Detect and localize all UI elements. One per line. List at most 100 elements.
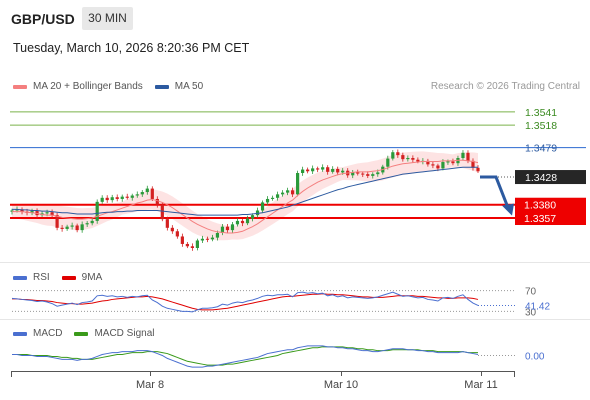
candle-body — [291, 190, 295, 195]
rsi-level-label: 30 — [525, 307, 537, 318]
candle-body — [160, 204, 164, 220]
candle-body — [426, 160, 430, 165]
candle-body — [301, 169, 305, 173]
legend-swatch — [13, 331, 27, 336]
candle-body — [205, 238, 210, 240]
macd-legend: MACD MACD Signal — [13, 328, 166, 339]
candle-body — [225, 226, 230, 231]
credit-text: Research © 2026 Trading Central — [430, 81, 580, 92]
candle-body — [371, 174, 375, 176]
rsi-last-label: 41.42 — [525, 301, 550, 312]
candle-body — [230, 224, 235, 231]
datetime-label: Tuesday, March 10, 2026 8:20:36 PM CET — [13, 41, 250, 55]
candle-body — [185, 243, 189, 247]
legend-swatch — [13, 275, 27, 280]
candle-body — [85, 223, 89, 225]
last-price-box — [515, 170, 586, 185]
candle-body — [190, 246, 194, 248]
candle-body — [240, 220, 245, 224]
candle-body — [255, 210, 260, 216]
candle-body — [170, 227, 174, 232]
candle-body — [140, 192, 144, 195]
candle-body — [311, 168, 315, 172]
candle-body — [306, 169, 310, 172]
candle-body — [30, 211, 34, 213]
candle-body — [386, 158, 390, 167]
candle-body — [210, 237, 215, 240]
candle-body — [265, 198, 270, 203]
candle-body — [316, 168, 320, 170]
candle-body — [130, 195, 134, 198]
rsi-legend: RSI 9MA — [13, 272, 114, 283]
candle-body — [296, 173, 300, 195]
legend-swatch — [74, 331, 89, 336]
candle-body — [75, 225, 79, 231]
candle-body — [260, 202, 265, 211]
candle-body — [471, 160, 475, 168]
candle-body — [60, 227, 64, 229]
rsi-line — [11, 291, 479, 313]
macd-line — [12, 345, 479, 368]
candle-body — [110, 197, 114, 201]
last-price-label: 1.3428 — [525, 172, 557, 184]
candle-body — [245, 218, 250, 224]
legend-label: 9MA — [81, 272, 103, 283]
main-legend: MA 20 + Bollinger Bands MA 50 — [13, 81, 215, 92]
candle-body — [361, 173, 365, 175]
candle-body — [270, 197, 275, 199]
candle-body — [461, 152, 465, 158]
candle-body — [356, 172, 360, 174]
candle-body — [175, 231, 179, 237]
timeframe-button[interactable]: 30 MIN — [82, 7, 133, 30]
candle-body — [446, 161, 450, 163]
x-tick-label: Mar 8 — [136, 379, 164, 391]
candle-body — [95, 201, 99, 221]
legend-label: MA 20 + Bollinger Bands — [33, 81, 143, 92]
candle-body — [55, 215, 59, 228]
x-tick-label: Mar 11 — [464, 379, 497, 391]
candle-body — [90, 220, 94, 224]
candle-body — [80, 224, 84, 231]
legend-label: MA 50 — [174, 81, 204, 92]
x-tick-label: Mar 10 — [324, 379, 358, 391]
candle-body — [275, 194, 280, 198]
legend-item-ma50: MA 50 — [154, 81, 204, 92]
candle-body — [165, 219, 169, 228]
candle-body — [100, 197, 104, 202]
ma50-line — [12, 166, 478, 216]
candle-body — [321, 167, 325, 170]
support-label: 1.3357 — [524, 213, 556, 225]
candle-body — [15, 209, 19, 211]
candle-body — [406, 158, 410, 160]
candle-body — [336, 168, 340, 173]
rsi-level-label: 70 — [525, 287, 537, 298]
ma20-line — [12, 159, 479, 234]
pivot-label: 1.3479 — [525, 143, 557, 155]
symbol-title: GBP/USD — [11, 11, 75, 27]
candle-body — [145, 188, 149, 193]
macd-zero-label: 0.00 — [525, 352, 545, 363]
legend-swatch — [13, 84, 27, 89]
candle-body — [180, 236, 184, 244]
candle-body — [45, 212, 49, 214]
legend-item-bollinger: MA 20 + Bollinger Bands — [13, 81, 143, 92]
legend-label: MACD Signal — [94, 328, 155, 339]
legend-item-9ma: 9MA — [61, 272, 103, 283]
candle-body — [155, 198, 159, 205]
candle-body — [476, 167, 480, 172]
candle-body — [396, 152, 400, 156]
candle-body — [65, 226, 69, 229]
candle-body — [215, 233, 220, 238]
candle-body — [441, 162, 445, 169]
candle-body — [466, 152, 470, 161]
forecast-arrowhead — [502, 203, 514, 216]
candle-body — [436, 165, 440, 169]
candle-body — [115, 197, 119, 199]
candle-body — [326, 167, 330, 172]
candle-body — [411, 158, 415, 160]
legend-label: MACD — [33, 328, 63, 339]
resistance-label: 1.3518 — [525, 120, 557, 132]
candle-body — [20, 209, 24, 212]
forecast-arrow — [480, 175, 510, 209]
